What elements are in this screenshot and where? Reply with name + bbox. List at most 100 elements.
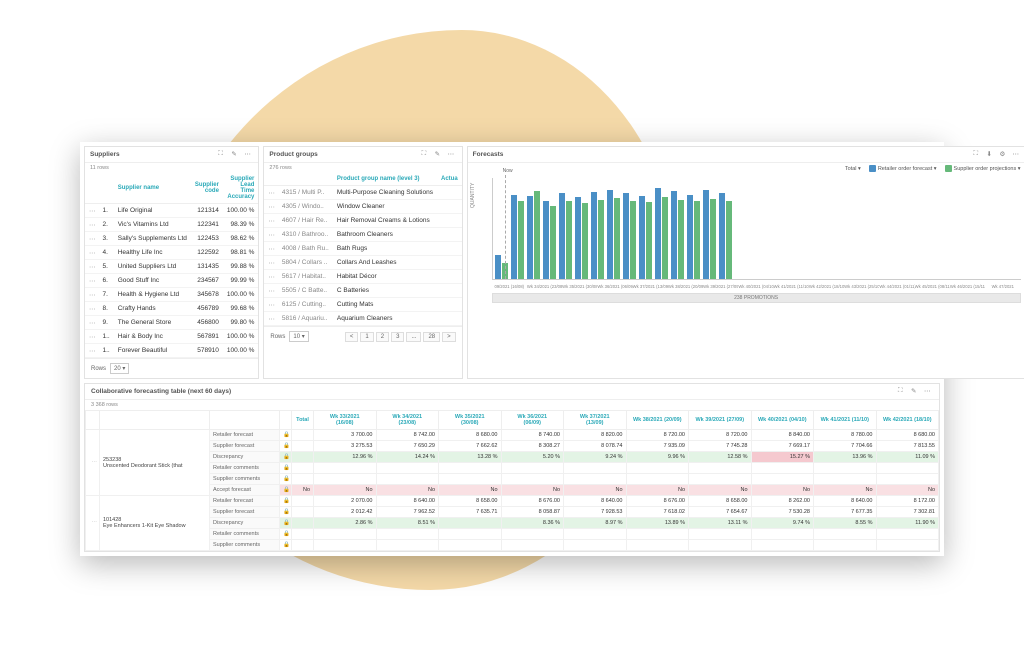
col-week[interactable]: Wk 40/2021 (04/10) [751,411,814,430]
row-menu-icon[interactable]: ⋯ [264,186,278,200]
bar-retailer[interactable] [527,196,533,279]
value-cell[interactable]: 8 640.00 [564,496,627,507]
col-week[interactable]: Wk 37/2021(13/09) [564,411,627,430]
value-cell[interactable]: 8 658.00 [439,496,502,507]
bar-supplier[interactable] [582,203,588,279]
value-cell[interactable]: 14.24 % [376,452,439,463]
bar-supplier[interactable] [534,191,540,279]
value-cell[interactable]: 13.28 % [439,452,502,463]
value-cell[interactable]: 9.96 % [626,452,689,463]
legend-total[interactable]: Total ▾ [845,166,861,172]
value-cell[interactable]: 11.09 % [876,452,939,463]
value-cell[interactable]: 7 928.53 [564,507,627,518]
value-cell[interactable] [689,529,752,540]
bar-supplier[interactable] [550,206,556,279]
row-menu-icon[interactable]: ⋯ [86,496,100,551]
rows-select[interactable]: 10 ▾ [289,331,308,342]
expand-icon[interactable]: ⛶ [218,150,227,159]
table-row[interactable]: ⋯ 1..Forever Beautiful578910100.00 % [85,344,258,358]
value-cell[interactable]: 3 275.53 [314,441,377,452]
value-cell[interactable]: No [626,485,689,496]
value-cell[interactable]: 8 172.00 [876,496,939,507]
grid-row[interactable]: Supplier comments🔒 [86,540,939,551]
bar-supplier[interactable] [710,199,716,279]
value-cell[interactable]: 12.58 % [689,452,752,463]
value-cell[interactable]: 7 669.17 [751,441,814,452]
value-cell[interactable]: 8.36 % [501,518,564,529]
value-cell[interactable] [814,474,877,485]
value-cell[interactable]: 7 813.55 [876,441,939,452]
table-row[interactable]: ⋯ 4008 / Bath Ru..Bath Rugs [264,242,461,256]
table-row[interactable]: ⋯ 3.Sally's Supplements Ltd12245398.62 % [85,232,258,246]
value-cell[interactable]: 7 635.71 [439,507,502,518]
col-week[interactable]: Wk 42/2021 (18/10) [876,411,939,430]
value-cell[interactable]: 7 704.66 [814,441,877,452]
row-menu-icon[interactable]: ⋯ [85,330,99,344]
value-cell[interactable] [689,463,752,474]
col-week[interactable]: Wk 39/2021 (27/09) [689,411,752,430]
value-cell[interactable]: No [876,485,939,496]
bar-supplier[interactable] [630,201,636,279]
row-menu-icon[interactable]: ⋯ [85,316,99,330]
grid-row[interactable]: Retailer comments🔒 [86,529,939,540]
value-cell[interactable]: 8.55 % [814,518,877,529]
col-total[interactable]: Total [292,411,314,430]
value-cell[interactable] [501,474,564,485]
value-cell[interactable]: No [689,485,752,496]
value-cell[interactable]: 3 700.00 [314,430,377,441]
table-row[interactable]: ⋯ 8.Crafty Hands45678999.68 % [85,302,258,316]
value-cell[interactable]: 9.24 % [564,452,627,463]
value-cell[interactable]: 8 640.00 [376,496,439,507]
value-cell[interactable] [626,474,689,485]
row-menu-icon[interactable]: ⋯ [85,344,99,358]
value-cell[interactable] [439,463,502,474]
bar-supplier[interactable] [694,201,700,279]
value-cell[interactable]: 8 680.00 [439,430,502,441]
value-cell[interactable] [876,529,939,540]
value-cell[interactable]: 8 078.74 [564,441,627,452]
legend-retailer[interactable]: Retailer order forecast ▾ [869,165,937,172]
value-cell[interactable]: 15.27 % [751,452,814,463]
row-menu-icon[interactable]: ⋯ [264,270,278,284]
value-cell[interactable] [501,529,564,540]
pager-btn[interactable]: ... [406,332,421,342]
col-group-actual[interactable]: Actua [437,173,462,186]
value-cell[interactable] [814,463,877,474]
value-cell[interactable]: 8 840.00 [751,430,814,441]
value-cell[interactable] [689,474,752,485]
value-cell[interactable]: 8 058.87 [501,507,564,518]
pager-btn[interactable]: 2 [376,332,389,342]
table-row[interactable]: ⋯ 4310 / Bathroo..Bathroom Cleaners [264,228,461,242]
more-icon[interactable]: ⋯ [1013,150,1022,159]
value-cell[interactable] [564,529,627,540]
bar-retailer[interactable] [591,192,597,279]
more-icon[interactable]: ⋯ [924,387,933,396]
row-menu-icon[interactable]: ⋯ [264,228,278,242]
value-cell[interactable]: 7 962.52 [376,507,439,518]
value-cell[interactable] [314,474,377,485]
value-cell[interactable] [314,463,377,474]
bar-retailer[interactable] [671,191,677,279]
value-cell[interactable]: 7 650.29 [376,441,439,452]
settings-icon[interactable]: ⚙ [1000,150,1009,159]
bar-retailer[interactable] [495,255,501,279]
row-menu-icon[interactable]: ⋯ [85,246,99,260]
row-menu-icon[interactable]: ⋯ [264,298,278,312]
bar-retailer[interactable] [607,190,613,279]
value-cell[interactable]: 11.90 % [876,518,939,529]
value-cell[interactable]: No [751,485,814,496]
download-icon[interactable]: ⬇ [987,150,996,159]
value-cell[interactable]: 12.96 % [314,452,377,463]
col-supplier-code[interactable]: Supplier code [191,173,223,204]
promotions-bar[interactable]: 238 PROMOTIONS [492,293,1021,303]
value-cell[interactable]: 8.97 % [564,518,627,529]
row-menu-icon[interactable]: ⋯ [264,214,278,228]
bar-retailer[interactable] [575,197,581,279]
value-cell[interactable] [314,529,377,540]
value-cell[interactable] [439,529,502,540]
value-cell[interactable]: 2.86 % [314,518,377,529]
value-cell[interactable] [314,540,377,551]
row-menu-icon[interactable]: ⋯ [85,302,99,316]
table-row[interactable]: ⋯ 5505 / C Batte..C Batteries [264,284,461,298]
value-cell[interactable]: 8 720.00 [626,430,689,441]
